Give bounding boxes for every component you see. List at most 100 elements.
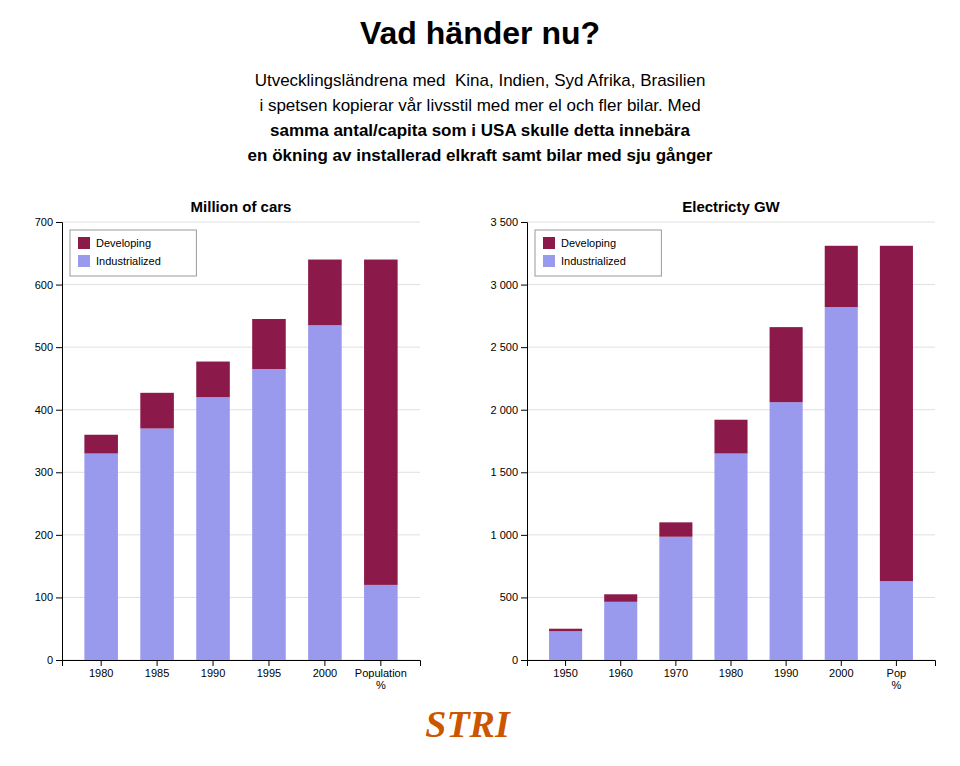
legend-entry: Industrialized <box>78 255 161 267</box>
legend-entry: Industrialized <box>543 255 626 267</box>
bars <box>84 260 397 660</box>
tick-mark <box>675 660 676 666</box>
x-tick-label: 1970 <box>664 667 688 679</box>
x-tick-label-line: 1985 <box>145 667 169 679</box>
tick-mark <box>157 660 158 666</box>
grid-line <box>527 222 935 223</box>
bar <box>549 629 582 632</box>
x-tick: 1995 <box>257 660 281 679</box>
y-tick-label: 2 500 <box>490 341 518 353</box>
legend-label: Developing <box>96 237 151 249</box>
x-tick: Pop% <box>887 660 907 691</box>
bar <box>770 327 803 402</box>
y-tick: 3 500 <box>490 216 527 228</box>
y-tick-label: 0 <box>47 654 53 666</box>
bar <box>84 435 118 454</box>
y-tick: 2 500 <box>490 341 527 353</box>
bar <box>714 454 747 660</box>
x-tick: 1970 <box>664 660 688 679</box>
y-tick-label: 3 000 <box>490 279 518 291</box>
y-tick: 700 <box>35 216 62 228</box>
bar <box>196 397 230 660</box>
y-tick: 0 <box>512 654 527 666</box>
grid-line <box>527 347 935 348</box>
x-tick: 1960 <box>608 660 632 679</box>
tick-mark <box>521 660 527 661</box>
x-tick-label: 1990 <box>201 667 225 679</box>
x-tick-label-line: 1950 <box>553 667 577 679</box>
x-tick-label-line: 1990 <box>774 667 798 679</box>
bar <box>659 537 692 660</box>
x-tick-label: 1950 <box>553 667 577 679</box>
y-tick: 300 <box>35 466 62 478</box>
legend-swatch <box>78 255 90 267</box>
y-tick: 400 <box>35 404 62 416</box>
tick-mark <box>521 285 527 286</box>
y-tick-label: 700 <box>35 216 53 228</box>
bar <box>549 631 582 660</box>
x-tick-label-line: 2000 <box>313 667 337 679</box>
tick-mark <box>56 472 62 473</box>
bar <box>308 260 342 326</box>
x-tick: Population% <box>355 660 407 691</box>
x-tick-label-line: Pop <box>887 667 907 679</box>
tick-mark <box>56 347 62 348</box>
grid-line <box>527 409 935 410</box>
grid-line <box>527 284 935 285</box>
bar <box>140 393 174 429</box>
y-tick-label: 300 <box>35 466 53 478</box>
x-tick-label: Pop% <box>887 667 907 692</box>
tick-mark <box>56 222 62 223</box>
bar <box>252 369 286 660</box>
tick-mark <box>620 660 621 666</box>
bar <box>308 325 342 660</box>
legend: Developing Industrialized <box>70 230 196 276</box>
chart-title: Electricty GW <box>682 198 780 215</box>
bar <box>604 602 637 660</box>
tick-mark <box>896 660 897 666</box>
y-tick-label: 500 <box>500 591 518 603</box>
y-axis: 0100200300400500600700 <box>35 216 63 666</box>
page-title: Vad händer nu? <box>360 15 600 51</box>
bar <box>880 581 913 660</box>
tick-mark <box>380 660 381 666</box>
y-tick: 3 000 <box>490 279 527 291</box>
y-tick: 500 <box>35 341 62 353</box>
bars <box>549 246 913 660</box>
bar <box>825 246 858 307</box>
tick-mark <box>101 660 102 666</box>
chart-panel: 0100200300400500600700198019851990199520… <box>35 198 421 691</box>
x-tick: 1990 <box>774 660 798 679</box>
chart-panel: 05001 0001 5002 0002 5003 0003 500195019… <box>490 198 935 691</box>
grid <box>62 222 420 660</box>
x-tick-label: 1960 <box>608 667 632 679</box>
legend-swatch <box>543 255 555 267</box>
x-tick-label-line: 1995 <box>257 667 281 679</box>
legend-entry: Developing <box>543 237 616 249</box>
tick-mark <box>521 535 527 536</box>
bar <box>714 420 747 454</box>
y-tick: 2 000 <box>490 404 527 416</box>
page-subtitle: i spetsen kopierar vår livsstil med mer … <box>259 96 700 115</box>
x-tick-label-line: 1980 <box>89 667 113 679</box>
page-subtitle: Utvecklingsländrena med Kina, Indien, Sy… <box>255 71 706 90</box>
bar <box>140 428 174 660</box>
tick-mark <box>56 285 62 286</box>
axis-line <box>63 661 421 667</box>
x-tick-label: 2000 <box>829 667 853 679</box>
y-tick: 200 <box>35 529 62 541</box>
x-tick-label: 2000 <box>313 667 337 679</box>
x-tick: 2000 <box>829 660 853 679</box>
y-tick-label: 0 <box>512 654 518 666</box>
tick-mark <box>324 660 325 666</box>
x-tick-label-line: 2000 <box>829 667 853 679</box>
y-tick: 1 500 <box>490 466 527 478</box>
y-tick-label: 3 500 <box>490 216 518 228</box>
x-tick-label: 1990 <box>774 667 798 679</box>
bar <box>659 522 692 536</box>
tick-mark <box>786 660 787 666</box>
legend-label: Developing <box>561 237 616 249</box>
x-tick-label-line: 1990 <box>201 667 225 679</box>
x-tick: 1950 <box>553 660 577 679</box>
legend-swatch <box>543 237 555 249</box>
